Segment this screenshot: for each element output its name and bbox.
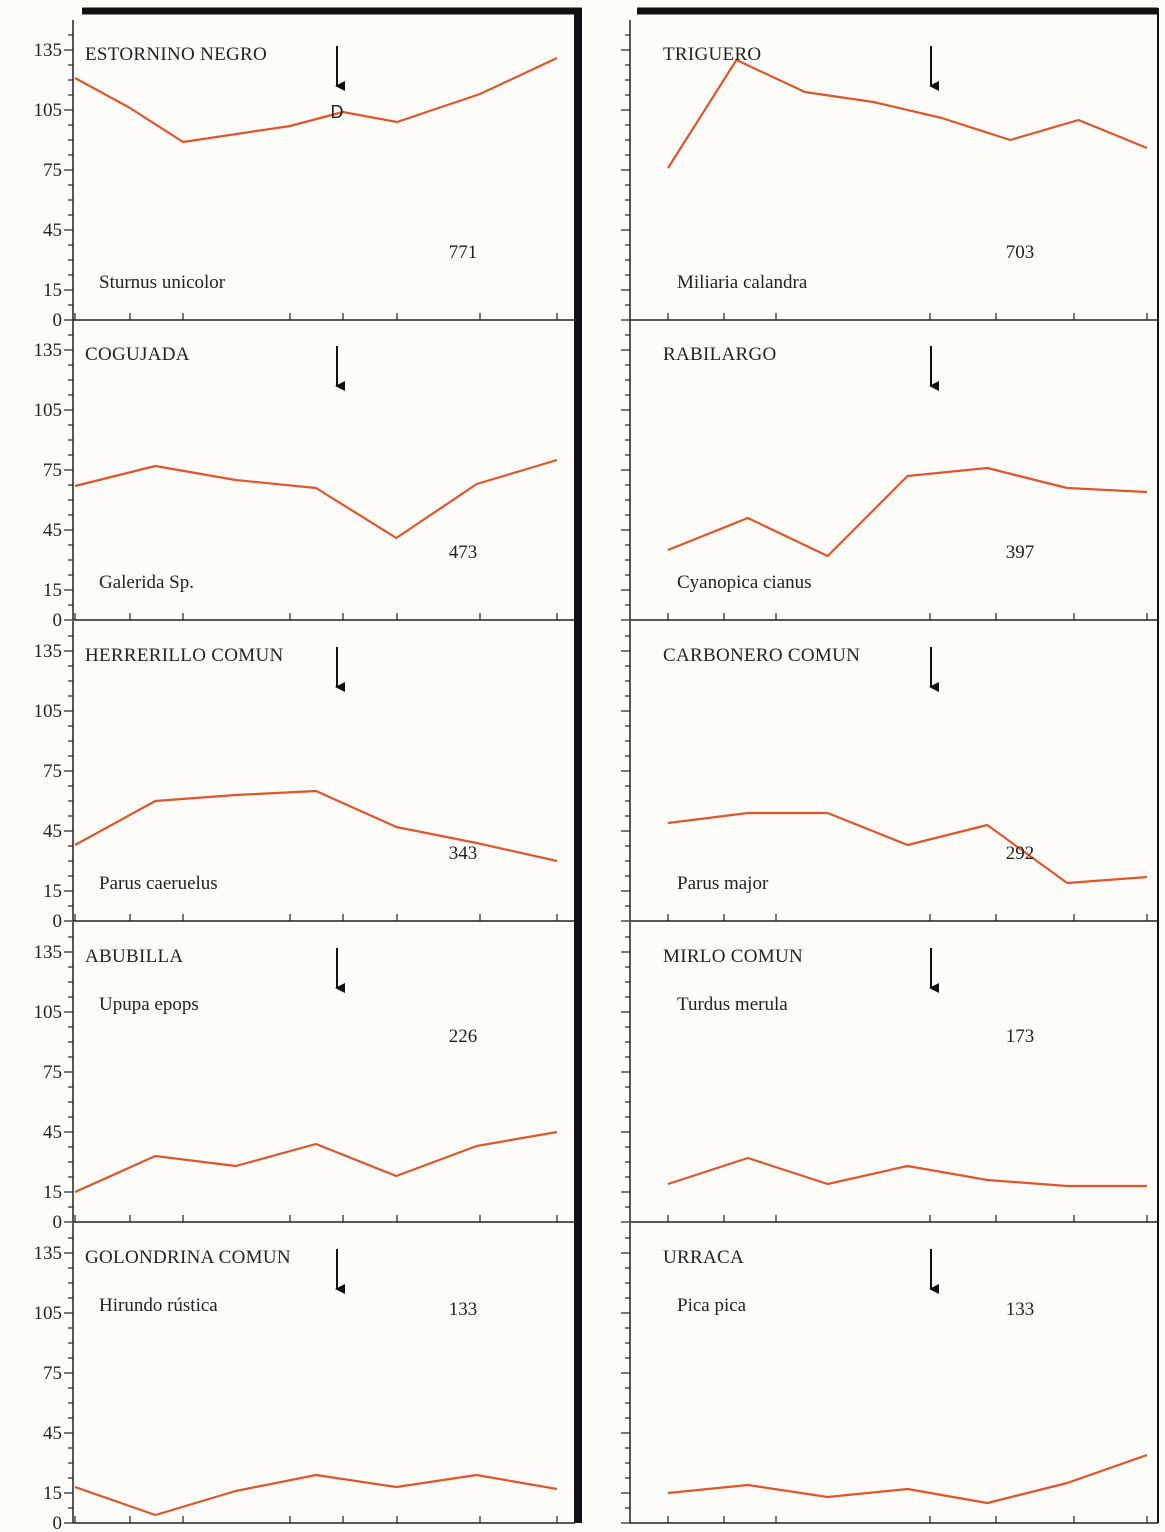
series-line: [667, 1156, 1147, 1188]
y-tick-label: 45: [43, 1122, 62, 1143]
panel-species: Pica pica: [677, 1295, 747, 1316]
panel-species: Turdus merula: [677, 994, 788, 1015]
series-line: [74, 1130, 558, 1194]
y-tick-label: 75: [43, 460, 62, 481]
panel-total: 292: [1006, 843, 1035, 864]
panel-triguero: TRIGUERO Miliaria calandra 703: [621, 20, 1158, 321]
panel-title: ABUBILLA: [85, 946, 183, 967]
panel-mirlo-comun: MIRLO COMUN Turdus merula 173: [621, 922, 1158, 1223]
y-tick-label: 0: [53, 1212, 63, 1233]
panel-total: 133: [449, 1299, 478, 1320]
y-tick-label: 15: [43, 881, 62, 902]
panel-title: HERRERILLO COMUN: [85, 645, 284, 666]
panel-cogujada: 0 15 45 75 105 135 COGUJADA Galerida Sp. 473: [34, 320, 575, 631]
panel-title: COGUJADA: [85, 344, 190, 365]
y-tick-label: 45: [43, 821, 62, 842]
panel-title: RABILARGO: [663, 344, 777, 365]
y-tick-label: 105: [34, 1002, 63, 1023]
panel-golondrina-comun: 0 15 45 75 105 135 GOLONDRINA COMUN Hirundo rús…: [34, 1223, 575, 1532]
panel-species: Miliaria calandra: [677, 272, 808, 293]
panel-species: Upupa epops: [99, 994, 199, 1015]
series-line: [667, 1453, 1148, 1505]
series-line: [667, 466, 1148, 558]
panel-total: 133: [1006, 1299, 1035, 1320]
panel-estornino-negro: 0 15 45 75 105 135 ESTORNINO NEGRO Sturnus unic…: [34, 20, 575, 331]
panel-species: Galerida Sp.: [99, 572, 194, 593]
y-tick-label: 135: [34, 641, 63, 662]
panel-rabilargo: RABILARGO Cyanopica cianus 397: [621, 320, 1158, 621]
panel-title: CARBONERO COMUN: [663, 645, 860, 666]
panel-title: TRIGUERO: [663, 44, 761, 65]
y-tick-label: 0: [53, 911, 63, 932]
y-tick-label: 75: [43, 1363, 62, 1384]
y-tick-label: 75: [43, 1062, 62, 1083]
y-tick-label: 135: [34, 340, 63, 361]
panel-marker: D: [331, 102, 344, 122]
y-tick-label: 135: [34, 942, 63, 963]
series-line: [667, 811, 1148, 885]
y-tick-label: 135: [34, 40, 63, 61]
panel-species: Parus major: [677, 873, 769, 894]
panel-title: ESTORNINO NEGRO: [85, 44, 267, 65]
y-tick-label: 105: [34, 1303, 63, 1324]
y-tick-label: 0: [53, 1513, 63, 1532]
y-tick-label: 75: [43, 761, 62, 782]
panel-urraca: URRACA Pica pica 133: [621, 1223, 1158, 1524]
y-tick-label: 15: [43, 1182, 62, 1203]
panel-species: Cyanopica cianus: [677, 572, 812, 593]
panel-total: 397: [1006, 542, 1035, 563]
y-tick-label: 105: [34, 100, 63, 121]
y-tick-label: 15: [43, 280, 62, 301]
series-line: [74, 458, 558, 540]
y-tick-label: 0: [53, 610, 63, 631]
y-tick-label: 15: [43, 580, 62, 601]
panel-herrerillo-comun: 0 15 45 75 105 135 HERRERILLO COMUN Parus caeru…: [34, 621, 575, 932]
series-line: [74, 57, 558, 144]
series-line: [74, 789, 558, 863]
panel-carbonero-comun: CARBONERO COMUN Parus major 292: [621, 621, 1158, 922]
panel-total: 473: [449, 542, 478, 563]
y-tick-label: 15: [43, 1483, 62, 1504]
panel-abubilla: 0 15 45 75 105 135 ABUBILLA Upupa epops 226: [34, 922, 575, 1233]
y-tick-label: 105: [34, 400, 63, 421]
y-tick-label: 0: [53, 310, 63, 331]
panel-title: URRACA: [663, 1247, 744, 1268]
panel-title: MIRLO COMUN: [663, 946, 803, 967]
y-tick-label: 45: [43, 1423, 62, 1444]
panel-total: 771: [449, 242, 478, 263]
y-tick-label: 45: [43, 220, 62, 241]
panel-total: 703: [1006, 242, 1035, 263]
y-tick-label: 135: [34, 1243, 63, 1264]
panel-total: 226: [449, 1026, 478, 1047]
panel-total: 173: [1006, 1026, 1035, 1047]
panel-total: 343: [449, 843, 478, 864]
y-tick-label: 75: [43, 160, 62, 181]
panel-title: GOLONDRINA COMUN: [85, 1247, 291, 1268]
y-tick-label: 45: [43, 520, 62, 541]
panel-species: Hirundo rústica: [99, 1295, 218, 1316]
panel-species: Parus caeruelus: [99, 873, 218, 894]
series-line: [74, 1473, 558, 1517]
y-tick-label: 105: [34, 701, 63, 722]
series-line: [667, 58, 1148, 169]
panel-species: Sturnus unicolor: [99, 272, 226, 293]
